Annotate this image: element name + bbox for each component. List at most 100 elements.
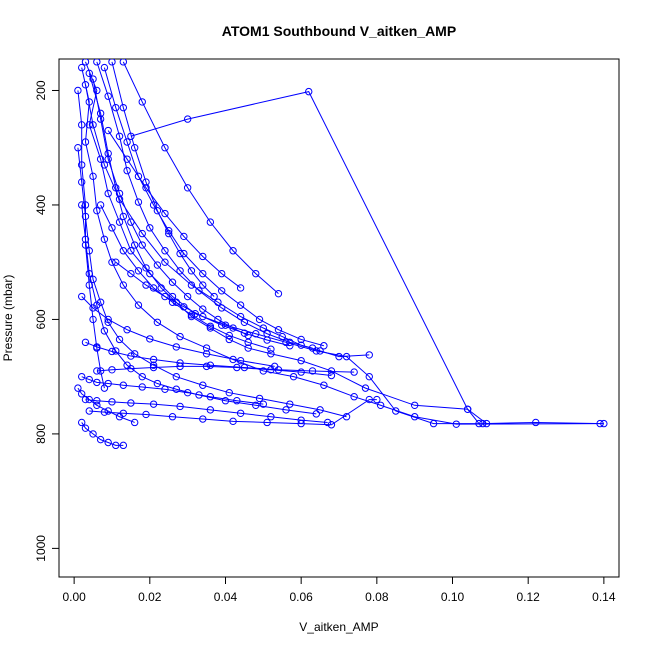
data-point xyxy=(119,103,128,112)
data-point xyxy=(176,402,184,411)
series-line xyxy=(85,341,355,373)
data-point xyxy=(104,92,112,100)
data-point xyxy=(297,341,305,349)
data-point xyxy=(134,172,143,181)
data-point xyxy=(78,418,86,427)
data-point xyxy=(297,368,305,376)
data-point xyxy=(123,155,131,163)
data-point xyxy=(350,393,358,401)
data-point xyxy=(286,342,294,350)
data-point xyxy=(308,367,317,375)
data-point xyxy=(153,379,162,388)
data-point xyxy=(112,103,120,112)
data-point xyxy=(96,115,105,123)
data-point xyxy=(218,304,226,312)
data-point xyxy=(161,258,169,266)
y-tick-label: 200 xyxy=(34,80,48,100)
data-point xyxy=(93,378,101,387)
data-point xyxy=(255,394,264,403)
x-tick-label: 0.12 xyxy=(517,590,541,604)
data-point xyxy=(153,318,162,326)
data-point xyxy=(134,267,143,275)
data-point xyxy=(161,292,169,301)
data-point xyxy=(115,195,124,203)
series-line xyxy=(100,204,272,350)
data-point xyxy=(100,327,109,335)
data-point xyxy=(119,247,128,255)
data-point xyxy=(93,206,101,215)
data-point xyxy=(475,419,483,428)
data-point xyxy=(127,399,135,407)
data-point xyxy=(96,155,105,163)
x-tick-label: 0.14 xyxy=(592,590,616,604)
x-axis-label: V_aitken_AMP xyxy=(299,620,378,634)
data-point xyxy=(142,410,150,419)
data-point xyxy=(78,161,86,169)
series-line xyxy=(81,422,124,446)
data-point xyxy=(161,144,169,152)
data-point xyxy=(134,301,143,309)
series-line xyxy=(96,61,313,349)
series-line xyxy=(85,399,328,423)
data-point xyxy=(89,121,97,129)
data-point xyxy=(274,366,283,374)
data-point xyxy=(289,372,298,381)
data-point xyxy=(119,212,128,221)
data-point xyxy=(206,393,215,401)
data-point xyxy=(130,144,139,152)
data-point xyxy=(410,401,419,409)
data-point xyxy=(312,410,320,418)
data-point xyxy=(600,419,608,428)
data-point xyxy=(297,356,305,365)
series-line xyxy=(84,84,370,358)
data-point xyxy=(361,384,370,392)
data-point xyxy=(100,235,109,243)
data-point xyxy=(297,419,305,428)
data-point xyxy=(274,326,283,334)
data-point xyxy=(153,206,162,215)
x-tick-label: 0.10 xyxy=(441,590,465,604)
data-point xyxy=(199,269,207,278)
data-point xyxy=(176,332,184,341)
data-point xyxy=(74,86,82,95)
data-point xyxy=(78,63,86,72)
data-point xyxy=(85,281,93,289)
data-point xyxy=(172,343,180,351)
data-point xyxy=(183,115,192,123)
data-point xyxy=(263,418,271,427)
data-point xyxy=(161,209,169,218)
data-point xyxy=(172,372,180,381)
series-line xyxy=(81,204,317,415)
data-point xyxy=(165,229,173,238)
data-point xyxy=(104,315,112,324)
data-point xyxy=(218,287,226,295)
data-point xyxy=(104,155,112,163)
data-point xyxy=(206,406,215,414)
series-line xyxy=(77,90,105,389)
data-point xyxy=(195,287,203,295)
data-point xyxy=(255,315,264,324)
data-point xyxy=(127,247,135,255)
data-point xyxy=(138,383,146,391)
data-point xyxy=(202,344,211,352)
data-point xyxy=(115,335,124,344)
data-point xyxy=(85,375,93,384)
series-line xyxy=(130,91,487,425)
data-point xyxy=(183,184,192,192)
data-point xyxy=(236,301,245,309)
data-point xyxy=(316,406,324,414)
data-point xyxy=(252,269,260,278)
data-point xyxy=(187,281,196,289)
data-point xyxy=(373,395,381,404)
series-line xyxy=(92,78,249,336)
y-axis: 200 400 600 800 1000 xyxy=(34,80,60,562)
series-line xyxy=(81,376,264,405)
data-point xyxy=(187,311,196,319)
data-point xyxy=(365,395,373,404)
data-point xyxy=(104,189,112,198)
data-point xyxy=(168,292,177,301)
data-point xyxy=(225,335,233,344)
data-point xyxy=(78,372,86,381)
data-point xyxy=(259,400,268,408)
